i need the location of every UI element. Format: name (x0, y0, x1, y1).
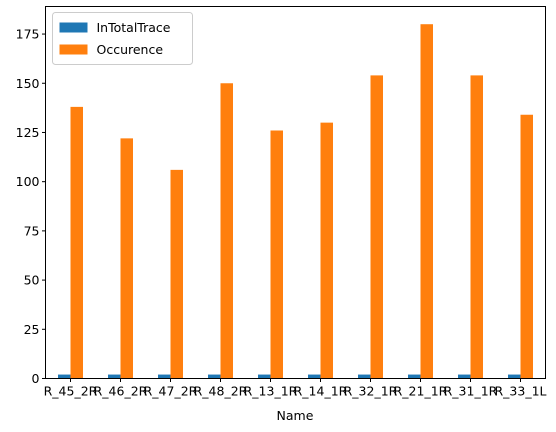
bar-intotaltrace-r_14_1r (308, 374, 321, 379)
y-axis: 0 25 50 75 100 125 150 175 (16, 27, 46, 386)
bar-occurence-r_31_1r (470, 75, 483, 379)
bar-occurence-r_48_2r (220, 83, 233, 379)
x-tick-label: R_33_1L (494, 384, 546, 399)
bar-occurence-r_32_1r (370, 75, 383, 379)
x-tick-label: R_47_2R (144, 384, 198, 399)
legend-label-occurence: Occurence (97, 42, 164, 57)
bar-occurence-r_33_1l (520, 114, 533, 379)
legend-label-intotaltrace: InTotalTrace (97, 20, 171, 35)
x-axis: R_45_2RR_46_2RR_47_2RR_48_2RR_13_1RR_14_… (44, 378, 547, 399)
bar-occurence-r_13_1r (270, 130, 283, 379)
bar-intotaltrace-r_31_1r (458, 374, 471, 379)
x-tick-label: R_32_1R (344, 384, 398, 399)
bar-intotaltrace-r_45_2r (58, 374, 71, 379)
bar-intotaltrace-r_21_1r (408, 374, 421, 379)
x-tick-label: R_45_2R (44, 384, 98, 399)
bar-occurence-r_46_2r (120, 138, 133, 379)
bar-occurence-r_45_2r (70, 106, 83, 379)
y-tick-label: 75 (24, 223, 40, 238)
y-tick-label: 50 (24, 273, 40, 288)
x-tick-label: R_14_1R (294, 384, 348, 399)
legend-swatch-occurence (59, 44, 88, 55)
legend: InTotalTrace Occurence (52, 12, 193, 65)
bar-occurence-r_14_1r (320, 122, 333, 379)
y-tick-label: 0 (32, 371, 40, 386)
y-tick-label: 175 (16, 27, 40, 42)
bar-intotaltrace-r_46_2r (108, 374, 121, 379)
bar-intotaltrace-r_33_1l (508, 374, 521, 379)
y-tick-label: 150 (16, 76, 40, 91)
x-tick-label: R_48_2R (194, 384, 248, 399)
bars-layer (58, 24, 533, 379)
bar-intotaltrace-r_13_1r (258, 374, 271, 379)
legend-swatch-intotaltrace (59, 22, 88, 33)
x-axis-label: Name (277, 408, 314, 423)
y-tick-label: 100 (16, 174, 40, 189)
bar-intotaltrace-r_32_1r (358, 374, 371, 379)
x-tick-label: R_21_1R (394, 384, 448, 399)
bar-occurence-r_21_1r (420, 24, 433, 379)
plot-frame (45, 6, 546, 379)
x-tick-label: R_31_1R (444, 384, 498, 399)
bar-intotaltrace-r_48_2r (208, 374, 221, 379)
bar-intotaltrace-r_47_2r (158, 374, 171, 379)
x-tick-label: R_13_1R (244, 384, 298, 399)
y-tick-label: 25 (24, 322, 40, 337)
x-tick-label: R_46_2R (94, 384, 148, 399)
bar-occurence-r_47_2r (170, 169, 183, 379)
y-tick-label: 125 (16, 125, 40, 140)
